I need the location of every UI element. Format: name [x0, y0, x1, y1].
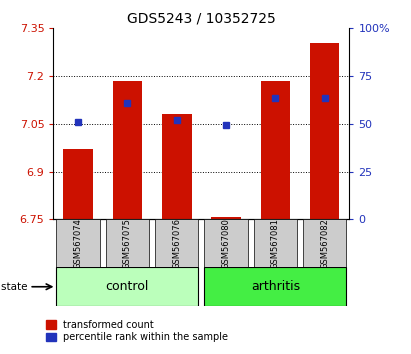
Text: GSM567080: GSM567080	[222, 218, 231, 269]
Text: disease state: disease state	[0, 282, 28, 292]
Bar	[63, 149, 93, 219]
Text: GSM567076: GSM567076	[172, 218, 181, 269]
Bar	[56, 267, 199, 306]
Title: GDS5243 / 10352725: GDS5243 / 10352725	[127, 12, 276, 26]
Text: GSM567074: GSM567074	[74, 218, 83, 269]
Text: GSM567081: GSM567081	[271, 218, 280, 269]
Bar	[204, 219, 248, 267]
Text: GSM567075: GSM567075	[123, 218, 132, 269]
Bar	[261, 81, 290, 219]
Bar	[254, 219, 297, 267]
Bar	[106, 219, 149, 267]
Legend: transformed count, percentile rank within the sample: transformed count, percentile rank withi…	[46, 320, 229, 342]
Text: GSM567082: GSM567082	[320, 218, 329, 269]
Text: control: control	[106, 280, 149, 293]
Bar	[310, 43, 339, 219]
Bar	[204, 267, 346, 306]
Bar	[211, 217, 241, 219]
Bar	[303, 219, 346, 267]
Bar	[162, 114, 192, 219]
Bar	[56, 219, 100, 267]
Bar	[113, 81, 142, 219]
Text: arthritis: arthritis	[251, 280, 300, 293]
Bar	[155, 219, 199, 267]
